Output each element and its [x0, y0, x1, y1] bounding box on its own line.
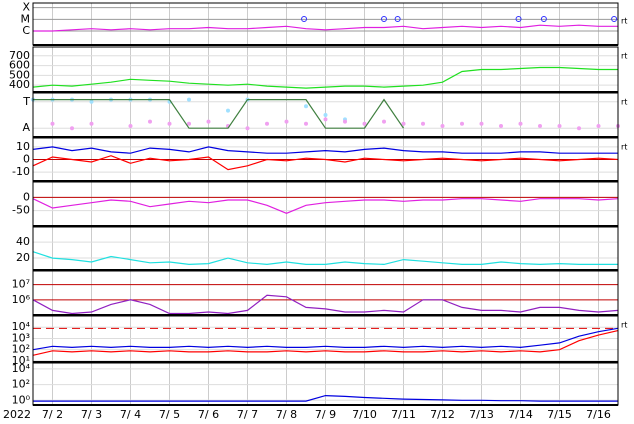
- y-tick-label: A: [22, 121, 30, 134]
- event-marker: [301, 16, 308, 22]
- event-marker: [394, 16, 401, 22]
- data-line: [32, 251, 618, 266]
- y-tick-label: 40: [16, 235, 30, 248]
- data-point: [460, 121, 464, 126]
- y-tick-label: 400: [9, 78, 30, 91]
- right-label: rt: [621, 52, 627, 61]
- data-point: [343, 119, 347, 124]
- year-label: 2022: [3, 408, 31, 421]
- data-point: [89, 99, 94, 104]
- data-point: [362, 121, 367, 126]
- x-tick-label: 7/ 6: [198, 408, 219, 421]
- y-tick-label: 10: [16, 140, 30, 153]
- data-point: [226, 108, 230, 113]
- y-tick-label: 0: [23, 153, 30, 166]
- data-point: [245, 126, 250, 131]
- y-tick-label: 600: [9, 59, 30, 72]
- data-line: [32, 66, 618, 89]
- data-point: [70, 126, 74, 131]
- right-label: rt: [621, 321, 627, 330]
- data-point: [401, 121, 406, 126]
- event-marker: [611, 16, 618, 22]
- data-point: [167, 121, 172, 126]
- y-tick-label: 10⁰: [12, 393, 31, 406]
- x-tick-label: 7/ 4: [120, 408, 141, 421]
- y-tick-label: 500: [9, 68, 30, 81]
- y-tick-label: 20: [16, 251, 30, 264]
- event-marker: [515, 16, 522, 22]
- data-point: [557, 124, 562, 128]
- y-tick-label: 10⁴: [12, 320, 31, 333]
- data-point: [284, 119, 289, 124]
- x-tick-label: 7/ 5: [159, 408, 180, 421]
- y-tick-label: 10³: [12, 331, 30, 344]
- right-label: rt: [621, 98, 627, 107]
- x-tick-label: 7/ 8: [276, 408, 297, 421]
- event-marker: [540, 16, 547, 22]
- y-tick-label: 700: [9, 49, 30, 62]
- data-line: [32, 294, 619, 315]
- y-tick-label: 10⁴: [12, 362, 31, 375]
- data-point: [421, 121, 425, 126]
- x-tick-label: 7/11: [391, 408, 416, 421]
- y-tick-label: 10²: [12, 343, 30, 356]
- y-tick-label: M: [21, 12, 31, 25]
- data-point: [499, 124, 503, 128]
- x-tick-label: 7/16: [586, 408, 611, 421]
- data-line: [32, 330, 619, 356]
- data-point: [323, 117, 328, 122]
- y-tick-label: 10⁶: [12, 293, 31, 306]
- data-point: [148, 119, 152, 124]
- data-line: [32, 146, 618, 154]
- data-point: [577, 126, 581, 131]
- data-line: [33, 98, 404, 129]
- x-tick-label: 7/12: [430, 408, 455, 421]
- data-point: [89, 121, 94, 126]
- data-point: [479, 121, 484, 126]
- data-point: [518, 121, 523, 126]
- x-tick-label: 7/14: [508, 408, 533, 421]
- data-point: [50, 121, 55, 126]
- data-point: [538, 124, 542, 128]
- x-tick-label: 7/ 7: [237, 408, 258, 421]
- x-tick-label: 7/ 2: [42, 408, 63, 421]
- y-tick-label: C: [22, 24, 30, 37]
- y-tick-label: -10: [12, 165, 30, 178]
- right-label: rt: [621, 143, 627, 152]
- data-line: [32, 155, 619, 171]
- data-line: [32, 327, 619, 351]
- y-tick-label: X: [22, 1, 30, 14]
- x-tick-label: 7/13: [469, 408, 494, 421]
- x-tick-label: 7/ 9: [315, 408, 336, 421]
- data-point: [382, 119, 386, 124]
- y-tick-label: 10¹: [12, 354, 30, 367]
- data-point: [323, 113, 328, 117]
- data-point: [206, 119, 211, 124]
- y-tick-label: 10²: [12, 378, 30, 391]
- y-tick-label: -50: [12, 204, 30, 217]
- y-tick-label: 10⁷: [12, 278, 30, 291]
- data-line: [33, 24, 618, 32]
- right-label: rt: [621, 17, 627, 26]
- data-point: [440, 124, 445, 128]
- data-point: [596, 124, 601, 128]
- data-point: [187, 97, 191, 102]
- x-tick-label: 7/15: [547, 408, 572, 421]
- y-tick-label: T: [22, 95, 30, 108]
- x-tick-label: 7/10: [352, 408, 377, 421]
- data-line: [32, 198, 619, 214]
- x-tick-label: 7/ 3: [81, 408, 102, 421]
- event-marker: [381, 16, 387, 22]
- data-line: [33, 394, 618, 402]
- data-point: [265, 121, 269, 126]
- data-point: [187, 121, 191, 126]
- data-point: [304, 121, 308, 126]
- data-point: [128, 124, 133, 128]
- y-tick-label: 0: [23, 190, 30, 203]
- data-point: [304, 104, 308, 109]
